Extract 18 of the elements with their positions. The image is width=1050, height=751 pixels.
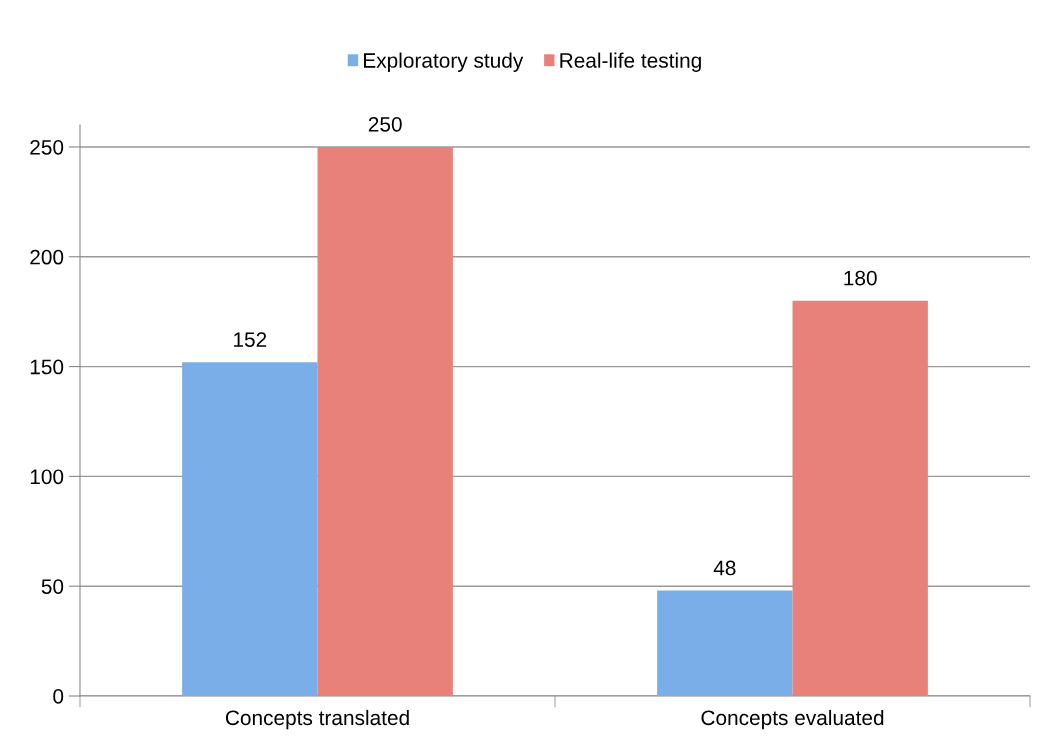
- data-label: 48: [713, 560, 736, 576]
- bar: [792, 300, 928, 696]
- data-label: 152: [234, 332, 267, 347]
- y-tick-label: 150: [30, 359, 64, 375]
- y-tick-label: 50: [41, 579, 64, 594]
- data-label: 180: [844, 270, 877, 286]
- x-tick-label: Concepts translated: [225, 709, 409, 730]
- y-tick-label: 100: [30, 469, 64, 485]
- y-tick-label: 200: [30, 249, 64, 265]
- y-tick-label: 250: [30, 139, 64, 155]
- bar: [182, 362, 318, 696]
- data-label: 250: [368, 116, 402, 132]
- bar: [317, 146, 453, 696]
- x-tick-label: Concepts evaluated: [701, 709, 884, 730]
- y-tick-label: 0: [53, 689, 64, 704]
- legend-label: Real-life testing: [560, 52, 701, 72]
- bar: [657, 590, 793, 696]
- legend-label: Exploratory study: [364, 52, 524, 72]
